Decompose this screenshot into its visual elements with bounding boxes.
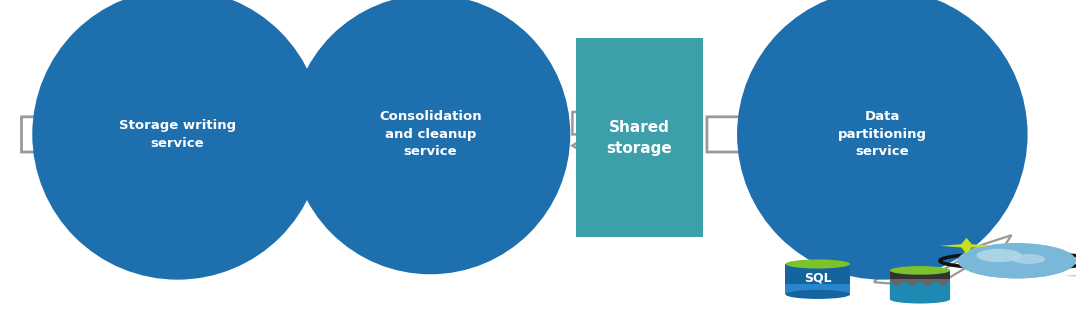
Circle shape bbox=[977, 249, 1021, 262]
Circle shape bbox=[958, 243, 1076, 278]
Text: SQL: SQL bbox=[804, 271, 832, 284]
Ellipse shape bbox=[890, 295, 950, 303]
Polygon shape bbox=[809, 235, 850, 286]
Polygon shape bbox=[22, 96, 95, 173]
Ellipse shape bbox=[291, 0, 570, 274]
Ellipse shape bbox=[32, 0, 323, 280]
Polygon shape bbox=[707, 96, 785, 173]
Ellipse shape bbox=[785, 260, 850, 268]
Ellipse shape bbox=[890, 266, 950, 275]
Bar bbox=[890, 270, 950, 279]
Text: Shared
storage: Shared storage bbox=[606, 120, 672, 156]
Text: Storage writing
service: Storage writing service bbox=[119, 119, 236, 150]
Polygon shape bbox=[890, 280, 950, 299]
Bar bbox=[785, 264, 850, 294]
Bar bbox=[785, 284, 850, 294]
Circle shape bbox=[1013, 254, 1045, 264]
Polygon shape bbox=[1064, 271, 1076, 280]
Polygon shape bbox=[939, 238, 993, 254]
Text: Data
partitioning
service: Data partitioning service bbox=[838, 110, 926, 158]
Polygon shape bbox=[572, 120, 683, 171]
Polygon shape bbox=[325, 96, 396, 173]
Bar bbox=[890, 279, 950, 286]
Polygon shape bbox=[874, 240, 925, 284]
Circle shape bbox=[1013, 254, 1045, 264]
Ellipse shape bbox=[737, 0, 1028, 280]
Ellipse shape bbox=[785, 290, 850, 299]
Circle shape bbox=[958, 243, 1076, 278]
Polygon shape bbox=[918, 235, 1011, 287]
Bar bbox=[890, 286, 950, 299]
Circle shape bbox=[977, 249, 1021, 262]
Bar bbox=[576, 38, 703, 237]
Circle shape bbox=[997, 259, 1024, 267]
Polygon shape bbox=[572, 98, 683, 149]
Text: Consolidation
and cleanup
service: Consolidation and cleanup service bbox=[379, 110, 482, 158]
